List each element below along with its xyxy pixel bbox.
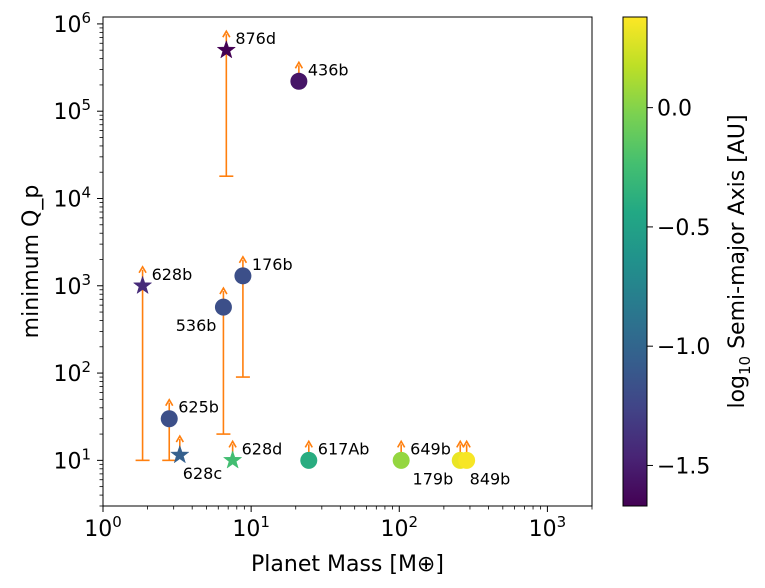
lower-limit-arrowhead <box>219 286 228 295</box>
point-label-628d: 628d <box>242 439 283 458</box>
colorbar-label: log10 Semi-major Axis [AU] <box>725 114 754 408</box>
lower-limit-arrowhead <box>396 439 406 448</box>
circle-marker-617Ab <box>300 451 318 469</box>
circle-marker-436b <box>290 72 308 90</box>
point-label-628c: 628c <box>183 464 222 483</box>
x-tick-label: 103 <box>529 513 567 542</box>
point-label-876d: 876d <box>235 29 276 48</box>
point-label-536b: 536b <box>176 316 217 335</box>
axes-frame <box>102 16 593 507</box>
lower-limit-arrowhead <box>238 255 248 264</box>
circle-marker-536b <box>214 298 232 316</box>
lower-limit-arrowhead <box>165 398 174 407</box>
point-label-617Ab: 617Ab <box>318 439 370 458</box>
point-label-436b: 436b <box>308 60 349 79</box>
circle-marker-625b <box>160 410 178 428</box>
plot-area: 100 101 102 103 101 102 103 104 105 106 Planet Mas… <box>19 9 593 577</box>
y-tick-label: 102 <box>53 358 91 387</box>
colorbar-gradient <box>622 16 648 507</box>
lower-limit-arrowhead <box>294 60 304 69</box>
circle-marker-849b <box>458 451 476 469</box>
point-label-625b: 625b <box>178 398 219 417</box>
y-tick-label: 103 <box>53 271 91 300</box>
star-marker-628c <box>170 444 190 464</box>
y-tick-label: 101 <box>53 445 91 474</box>
y-tick-label: 104 <box>53 183 91 212</box>
x-tick-label: 101 <box>232 513 270 542</box>
lower-limit-arrowhead <box>228 439 237 448</box>
colorbar-tick-label: −1.5 <box>657 454 710 479</box>
circle-marker-649b <box>392 451 410 469</box>
star-marker-876d <box>216 39 237 59</box>
point-label-849b: 849b <box>470 469 511 488</box>
x-axis-label: Planet Mass [M⊕] <box>251 552 444 577</box>
lower-limit-arrowhead <box>462 439 471 448</box>
colorbar-tick-label: 0.0 <box>657 97 692 122</box>
x-tick-label: 100 <box>84 513 122 542</box>
point-label-179b: 179b <box>413 469 454 488</box>
lower-limit-arrowhead <box>222 29 231 38</box>
point-label-176b: 176b <box>252 255 293 274</box>
point-label-649b: 649b <box>410 439 451 458</box>
colorbar: 0.0 −0.5 −1.0 −1.5 log10 Semi-major Axis [AU… <box>622 16 754 507</box>
colorbar-tick-label: −0.5 <box>657 216 710 241</box>
star-marker-628b <box>132 275 153 295</box>
lower-limit-arrowhead <box>138 265 147 274</box>
y-tick-label: 106 <box>53 9 91 38</box>
y-tick-label: 105 <box>53 96 91 125</box>
point-label-628b: 628b <box>152 265 193 284</box>
colorbar-tick-label: −1.0 <box>657 335 710 360</box>
circle-marker-176b <box>234 267 252 285</box>
lower-limit-arrowhead <box>304 439 313 448</box>
y-axis-label: minimum Q_p <box>19 185 44 339</box>
x-tick-label: 102 <box>380 513 418 542</box>
star-marker-628d <box>222 450 243 469</box>
lower-limit-arrowhead <box>456 439 465 448</box>
lower-limit-arrowhead <box>175 434 185 443</box>
